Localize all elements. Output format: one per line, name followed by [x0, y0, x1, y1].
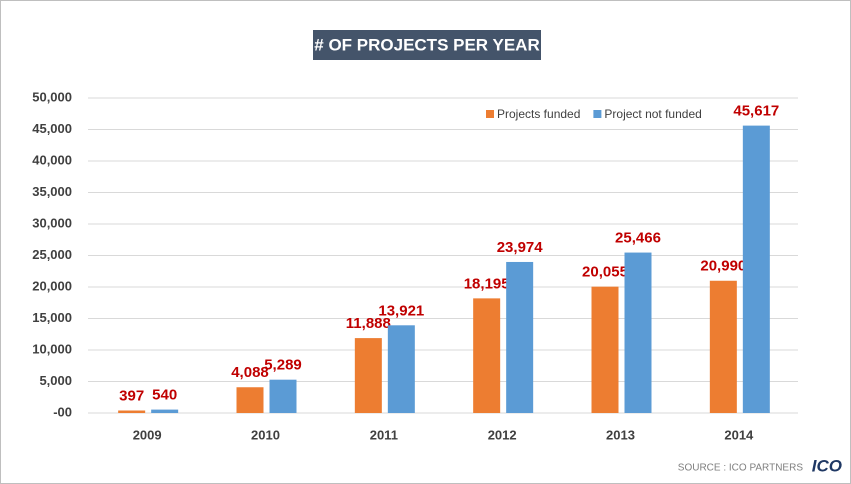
value-label: 25,466: [615, 230, 661, 247]
y-tick-label: 40,000: [32, 152, 72, 167]
y-tick-label: 20,000: [32, 278, 72, 293]
y-tick-label: -00: [53, 404, 72, 419]
y-tick-label: 15,000: [32, 310, 72, 325]
value-label: 13,921: [378, 302, 424, 319]
bar: [473, 298, 501, 413]
legend-swatch: [593, 110, 602, 118]
y-tick-label: 35,000: [32, 184, 72, 199]
value-label: 540: [152, 387, 177, 404]
bar: [387, 325, 415, 413]
value-label: 20,990: [700, 258, 746, 275]
bar: [591, 286, 619, 413]
source: SOURCE : ICO PARTNERS: [678, 463, 804, 474]
bar: [236, 387, 264, 413]
x-tick-label: 2013: [606, 427, 635, 442]
x-tick-label: 2010: [251, 427, 280, 442]
value-label: 23,974: [497, 239, 544, 256]
y-tick-label: 25,000: [32, 247, 72, 262]
value-label: 5,289: [264, 357, 302, 374]
legend-swatch: [486, 110, 494, 118]
x-tick-label: 2011: [370, 427, 398, 442]
y-tick-label: 10,000: [32, 341, 72, 356]
x-tick-label: 2009: [133, 427, 162, 442]
logo: ICO: [812, 456, 842, 475]
y-tick-label: 50,000: [32, 89, 72, 104]
bar: [151, 409, 179, 413]
y-tick-label: 5,000: [39, 373, 72, 388]
bar: [354, 338, 382, 413]
bar: [506, 261, 534, 413]
bar: [118, 410, 146, 413]
bar: [624, 252, 652, 413]
title-box: [313, 30, 541, 60]
bar: [742, 125, 770, 413]
y-tick-label: 45,000: [32, 121, 72, 136]
legend-label: Projects funded: [497, 107, 580, 121]
bar: [709, 280, 737, 413]
x-tick-label: 2014: [724, 427, 754, 442]
x-tick-label: 2012: [488, 427, 517, 442]
value-label: 397: [119, 387, 144, 404]
value-label: 11,888: [346, 315, 391, 332]
value-label: 4,088: [231, 364, 269, 381]
y-tick-label: 30,000: [32, 215, 72, 230]
chart-title: # OF PROJECTS PER YEAR: [314, 35, 539, 54]
legend-label: Project not funded: [604, 107, 701, 121]
value-label: 18,195: [464, 275, 510, 292]
value-label: 20,055: [582, 264, 628, 281]
value-label: 45,617: [733, 103, 779, 120]
bar: [269, 379, 297, 413]
